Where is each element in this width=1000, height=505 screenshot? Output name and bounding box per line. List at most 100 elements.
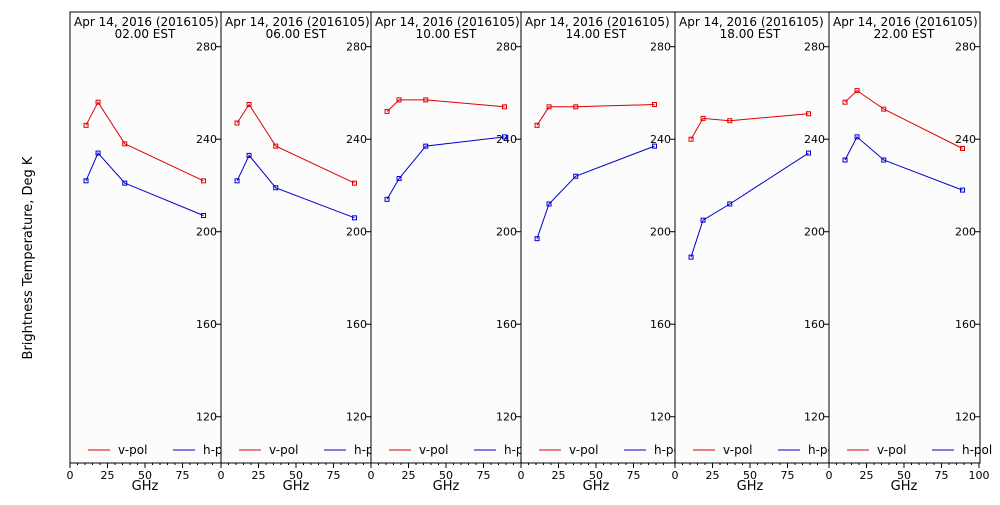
panel-frame [370, 11, 522, 464]
data-point [246, 102, 252, 108]
y-tick-label: 160 [346, 318, 367, 331]
data-point [502, 134, 507, 140]
data-point [234, 120, 240, 126]
data-point [534, 236, 540, 242]
panel-subtitle: 02.00 EST [115, 27, 176, 41]
x-tick-label: 50 [138, 469, 152, 482]
series-line-vpol [690, 113, 809, 140]
y-tick-label: 280 [650, 41, 671, 54]
y-tick-label: 120 [346, 411, 367, 424]
data-point [727, 118, 733, 124]
x-tick-label: 50 [743, 469, 757, 482]
data-point [842, 157, 848, 163]
x-tick-label: 75 [781, 469, 795, 482]
panel-title: Apr 14, 2016 (2016105) [679, 15, 824, 29]
x-tick-label: 25 [101, 469, 115, 482]
y-tick-label: 200 [955, 226, 976, 239]
legend-label: v-pol [877, 443, 906, 457]
panel-title: Apr 14, 2016 (2016105) [833, 15, 978, 29]
data-point [352, 180, 357, 186]
series-line-vpol [844, 89, 963, 149]
x-tick-label: 75 [327, 469, 341, 482]
y-tick-label: 280 [955, 41, 976, 54]
panel-3: Apr 14, 2016 (2016105)10.00 EST 120 160 200… [368, 11, 534, 494]
data-point [700, 115, 706, 121]
x-axis-label: GHz [891, 479, 918, 494]
data-point [83, 122, 89, 128]
panel-subtitle: 22.00 EST [874, 27, 935, 41]
series-line-hpol [844, 136, 963, 191]
x-axis-label: GHz [433, 479, 460, 494]
legend-label: h-pol [962, 443, 992, 457]
data-point [652, 102, 657, 108]
data-point [806, 150, 811, 156]
data-point [546, 104, 552, 110]
legend-label: v-pol [723, 443, 752, 457]
series-line-hpol [690, 152, 809, 258]
y-tick-label: 160 [650, 318, 671, 331]
data-point [881, 106, 887, 112]
data-point [502, 104, 507, 110]
panel-title: Apr 14, 2016 (2016105) [74, 15, 219, 29]
chart-panels: Apr 14, 2016 (2016105)02.00 EST120160200… [67, 11, 992, 494]
panel-frame [520, 11, 676, 464]
data-point [688, 136, 694, 142]
y-tick-label: 240 [955, 133, 976, 146]
data-point [273, 185, 279, 191]
data-point [573, 104, 579, 110]
panel-subtitle: 18.00 EST [720, 27, 781, 41]
data-point [201, 178, 206, 184]
data-point [384, 108, 390, 114]
data-point [273, 143, 279, 149]
x-axis-label: GHz [583, 479, 610, 494]
x-tick-label: 25 [860, 469, 874, 482]
y-tick-label: 240 [496, 133, 517, 146]
panel-2: Apr 14, 2016 (2016105)06.00 EST 120 160 200… [218, 11, 384, 494]
x-axis-label: GHz [132, 479, 159, 494]
y-tick-label: 120 [496, 411, 517, 424]
panel-title: Apr 14, 2016 (2016105) [225, 15, 370, 29]
y-tick-label: 160 [196, 318, 217, 331]
panel-frame [69, 11, 222, 464]
x-tick-label: 0 [218, 469, 225, 482]
x-tick-label: 50 [439, 469, 453, 482]
y-tick-label: 280 [196, 41, 217, 54]
panel-4: Apr 14, 2016 (2016105)14.00 EST 120 160 200… [518, 11, 684, 494]
series-line-vpol [386, 99, 505, 112]
y-tick-label: 120 [804, 411, 825, 424]
x-tick-label: 25 [552, 469, 566, 482]
panel-frame [674, 11, 830, 464]
series-line-hpol [85, 152, 204, 216]
x-tick-label: 75 [176, 469, 190, 482]
y-tick-label: 240 [804, 133, 825, 146]
x-tick-label: 25 [252, 469, 266, 482]
x-tick-label: 75 [627, 469, 641, 482]
data-point [881, 157, 887, 163]
panel-subtitle: 06.00 EST [266, 27, 327, 41]
data-point [201, 213, 206, 219]
legend-label: v-pol [118, 443, 147, 457]
data-point [122, 180, 128, 186]
data-point [396, 176, 402, 182]
panel-frame [828, 11, 981, 464]
legend-label: v-pol [419, 443, 448, 457]
data-point [122, 141, 128, 147]
data-point [806, 111, 811, 117]
x-tick-label: 50 [589, 469, 603, 482]
data-point [960, 145, 965, 151]
x-tick-label: 0 [67, 469, 74, 482]
data-point [960, 187, 965, 193]
x-tick-label: 0 [672, 469, 679, 482]
y-tick-label: 280 [496, 41, 517, 54]
data-point [234, 178, 240, 184]
y-tick-label: 200 [196, 226, 217, 239]
x-tick-label: 25 [402, 469, 416, 482]
y-tick-label: 160 [496, 318, 517, 331]
series-line-hpol [236, 154, 355, 219]
x-axis-label: GHz [283, 479, 310, 494]
series-line-hpol [536, 145, 655, 239]
series-line-vpol [536, 104, 655, 126]
data-point [854, 134, 860, 140]
